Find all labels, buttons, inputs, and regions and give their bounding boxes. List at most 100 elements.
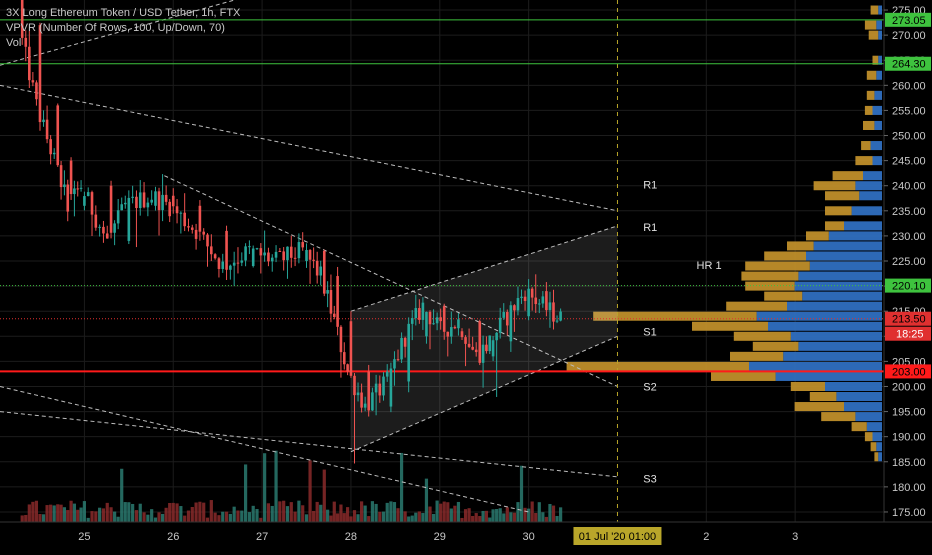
volume-bar (62, 507, 67, 522)
candle-body (506, 312, 509, 326)
candle-body (52, 152, 56, 155)
volume-bar (319, 504, 323, 522)
vp-row-down (825, 206, 852, 216)
vp-row-up (790, 331, 882, 341)
price-tick-label: 255.00 (892, 105, 926, 117)
volume-bar (186, 510, 191, 522)
volume-bar (349, 516, 353, 522)
time-tick-label: 30 (522, 531, 534, 543)
candle-body (378, 383, 382, 396)
vp-row-down (593, 311, 757, 321)
price-tag-label: 264.30 (892, 59, 926, 71)
vp-row-up (756, 311, 882, 321)
channel-fill (350, 225, 618, 452)
candle-body (146, 202, 150, 208)
indicator-vpvr[interactable]: VPVR (Number Of Rows, 100, Up/Down, 70) (6, 22, 225, 34)
vp-row-down (787, 241, 814, 251)
candle-body (342, 352, 346, 365)
candle-body (270, 257, 274, 262)
candle-body (360, 392, 363, 408)
volume-bar (236, 510, 240, 522)
time-tick-label: 25 (78, 531, 90, 543)
vp-row-down (730, 351, 784, 361)
volume-bar (217, 515, 221, 522)
volume-bar (82, 501, 87, 522)
candle-body (308, 250, 312, 260)
price-axis[interactable]: 175.00180.00185.00190.00195.00200.00205.… (883, 0, 932, 550)
volume-bar (76, 509, 80, 522)
volume-bar (198, 501, 202, 522)
candle-body (225, 230, 228, 270)
candle-body (491, 340, 495, 357)
volume-bar (385, 502, 389, 522)
volume-bar (392, 502, 397, 522)
candle-body (410, 318, 414, 324)
candle-body (552, 302, 555, 322)
candle-body (109, 185, 113, 233)
cursor-tag-label: 01 Jul '20 01:00 (579, 531, 656, 543)
vp-row-up (872, 432, 882, 442)
volume-bar (304, 514, 309, 522)
volume-bar (474, 513, 478, 522)
volume-bar (537, 502, 541, 522)
time-tick-label: 3 (792, 531, 798, 543)
symbol-title[interactable]: 3X Long Ethereum Token / USD Tether, 1h,… (6, 7, 241, 19)
vp-row-down (870, 442, 877, 452)
level-label: R1 (643, 180, 657, 192)
vp-row-up (855, 412, 882, 422)
level-label: S2 (643, 381, 656, 393)
candle-body (414, 308, 418, 319)
volume-bar (312, 510, 316, 522)
level-label: R1 (643, 222, 657, 234)
volume-profile (566, 5, 882, 462)
volume-bar (342, 513, 346, 522)
vp-row-down (813, 181, 856, 191)
volume-bar (378, 511, 382, 522)
volume-bar (523, 507, 527, 522)
candle-body (63, 184, 66, 188)
volume-bar (270, 505, 274, 522)
candle-body (198, 205, 202, 232)
vp-row-down (866, 70, 877, 80)
volume-bar (329, 515, 333, 522)
candle-body (332, 313, 336, 318)
candle-body (251, 248, 255, 267)
vp-row-up (813, 241, 882, 251)
vp-row-down (794, 402, 844, 412)
volume-bar (98, 507, 102, 522)
candle-body (545, 291, 548, 311)
candle-body (548, 302, 552, 311)
vp-row-up (866, 422, 882, 432)
vp-row-down (872, 55, 879, 65)
volume-bar (478, 516, 482, 522)
indicator-volume[interactable]: Vol (6, 37, 22, 49)
time-axis[interactable]: 25 26 27 28 29 30 2 3 01 Jul '20 01:00 (0, 521, 932, 550)
volume-bar (38, 513, 42, 522)
candle-body (255, 248, 259, 250)
vp-row-up (809, 261, 882, 271)
vp-row-down (864, 105, 873, 115)
candle-body (86, 192, 90, 197)
price-tag-label: 203.00 (892, 366, 926, 378)
vp-row-down (855, 156, 873, 166)
vp-row-down (861, 141, 871, 151)
volume-bar (446, 502, 450, 522)
volume-bar (190, 506, 194, 522)
volume-bar (442, 501, 446, 522)
vp-row-up (851, 206, 882, 216)
volume-bar (52, 505, 56, 522)
volume-bar (399, 452, 404, 522)
candle-body (478, 321, 482, 363)
vp-row-down (711, 371, 776, 381)
candle-body (259, 248, 263, 256)
price-tick-label: 180.00 (892, 482, 926, 494)
candle-body (113, 223, 116, 233)
vp-row-up (874, 90, 882, 100)
candle-body (267, 252, 270, 262)
volume-bar (45, 505, 49, 522)
volume-bar (168, 502, 172, 522)
candle-body (305, 250, 308, 261)
candle-body (20, 0, 24, 38)
